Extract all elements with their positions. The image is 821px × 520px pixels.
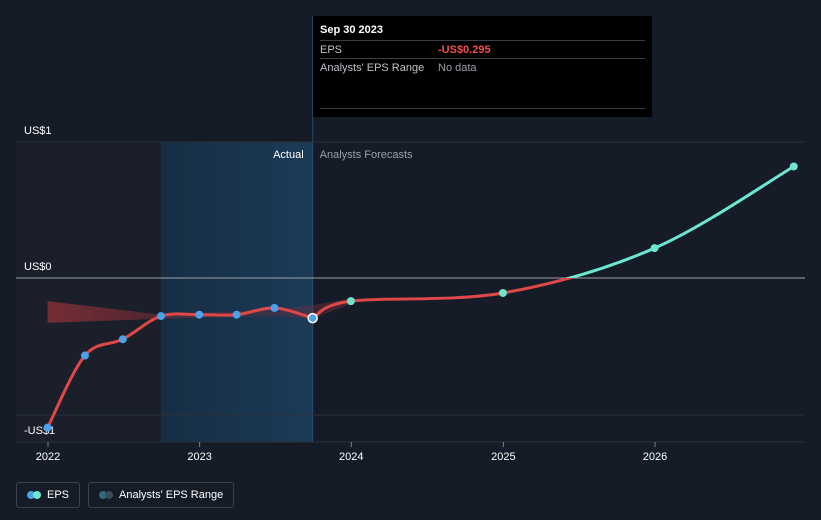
legend-eps-label: EPS [47, 489, 70, 501]
legend-range-swatch [99, 491, 114, 499]
x-tick-label: 2022 [36, 451, 60, 463]
tooltip-eps-value: -US$0.295 [438, 43, 491, 56]
legend-range-label: Analysts' EPS Range [119, 489, 224, 501]
x-tick-label: 2023 [187, 451, 211, 463]
chart-legend: EPS Analysts' EPS Range [16, 482, 235, 508]
tooltip-row-eps: EPS -US$0.295 [320, 40, 645, 58]
eps-actual-point [232, 310, 241, 319]
eps-actual-point [270, 303, 279, 312]
actual-highlight-region [161, 142, 313, 442]
x-tick-label: 2026 [643, 451, 667, 463]
eps-forecast-point [346, 297, 355, 306]
tooltip-range-value: No data [438, 61, 477, 74]
eps-forecast-point [498, 288, 507, 297]
tooltip-row-range: Analysts' EPS Range No data [320, 58, 645, 76]
tooltip-divider [320, 108, 645, 109]
eps-forecast-line-negative [311, 278, 575, 320]
tooltip-range-label: Analysts' EPS Range [320, 61, 425, 74]
legend-eps-swatch [27, 491, 41, 499]
eps-actual-point [195, 310, 204, 319]
tooltip-eps-label: EPS [320, 43, 343, 56]
past-region-shade [16, 142, 162, 442]
analyst-range-band [47, 298, 351, 323]
hover-tooltip: Sep 30 2023 EPS -US$0.295 Analysts' EPS … [313, 16, 652, 117]
legend-item-range[interactable]: Analysts' EPS Range [88, 482, 235, 508]
y-tick-label: US$0 [24, 261, 52, 273]
legend-range-dot-2 [105, 491, 114, 499]
eps-forecast-point [650, 244, 659, 253]
legend-eps-dot-actual [27, 491, 35, 499]
eps-actual-point [80, 351, 89, 360]
x-tick-label: 2025 [491, 451, 515, 463]
legend-eps-dot-forecast [33, 491, 41, 499]
eps-forecast-line-positive [563, 165, 795, 278]
legend-item-eps[interactable]: EPS [16, 482, 81, 508]
eps-forecast-point [789, 162, 798, 171]
legend-range-dot-1 [99, 491, 108, 499]
forecast-region-label: Analysts Forecasts [320, 149, 413, 161]
x-tick-label: 2024 [339, 451, 363, 463]
eps-actual-point [118, 335, 127, 344]
eps-actual-point [43, 423, 52, 432]
tooltip-date: Sep 30 2023 [320, 24, 383, 36]
eps-actual-point [157, 312, 166, 321]
eps-actual-point [307, 312, 318, 324]
y-tick-label: US$1 [24, 125, 52, 137]
actual-region-label: Actual [273, 149, 304, 161]
